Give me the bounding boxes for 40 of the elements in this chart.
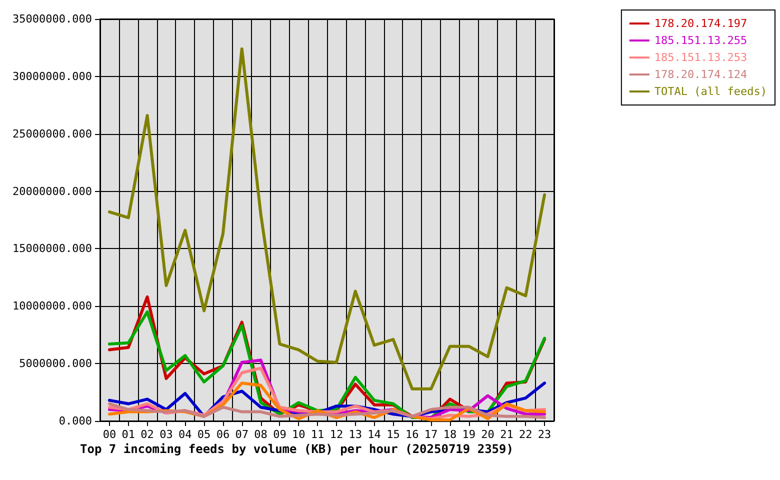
x-tick-label: 20 — [481, 428, 494, 441]
x-tick-label: 13 — [348, 428, 362, 441]
x-tick-label: 00 — [102, 428, 116, 441]
y-tick-label: 20000000.000 — [12, 184, 92, 198]
legend-label: 178.20.174.197 — [654, 17, 748, 30]
y-tick-label: 5000000.000 — [19, 357, 92, 370]
x-tick-label: 21 — [500, 428, 514, 441]
y-tick-label: 35000000.000 — [12, 12, 92, 26]
y-tick-label: 10000000.000 — [12, 300, 92, 313]
x-tick-label: 06 — [216, 428, 230, 441]
y-tick-label: 30000000.000 — [12, 70, 92, 83]
x-tick-label: 03 — [160, 428, 173, 441]
x-tick-label: 07 — [235, 428, 248, 441]
x-tick-label: 12 — [330, 428, 344, 441]
text: Top 7 incoming feeds by volume (KB) per hour (20250719 2359) — [80, 442, 514, 456]
x-tick-label: 05 — [197, 428, 211, 441]
x-tick-label: 09 — [273, 428, 286, 441]
legend-label: TOTAL (all feeds) — [654, 85, 768, 98]
x-tick-label: 15 — [386, 428, 400, 441]
legend-label: 178.20.174.124 — [654, 68, 748, 81]
x-tick-label: 01 — [122, 428, 135, 441]
x-tick-label: 16 — [406, 428, 419, 441]
x-tick-label: 23 — [538, 428, 552, 441]
y-tick-label: 25000000.000 — [12, 127, 92, 140]
x-tick-label: 11 — [310, 428, 324, 441]
x-tick-label: 18 — [443, 428, 457, 441]
x-tick-label: 10 — [292, 428, 306, 441]
x-tick-label: 19 — [462, 428, 476, 441]
x-tick-label: 08 — [254, 428, 268, 441]
line-series — [108, 47, 546, 390]
y-tick-label: 0.000 — [58, 414, 92, 428]
x-tick-label: 02 — [140, 428, 154, 441]
legend-label: 185.151.13.255 — [654, 34, 748, 47]
x-tick-label: 04 — [178, 428, 192, 441]
legend-label: 185.151.13.253 — [654, 51, 748, 64]
x-tick-label: 22 — [519, 428, 532, 441]
line-series — [108, 402, 546, 420]
y-tick-label: 15000000.000 — [12, 242, 92, 256]
x-tick-label: 17 — [424, 428, 438, 441]
x-tick-label: 14 — [368, 428, 382, 441]
